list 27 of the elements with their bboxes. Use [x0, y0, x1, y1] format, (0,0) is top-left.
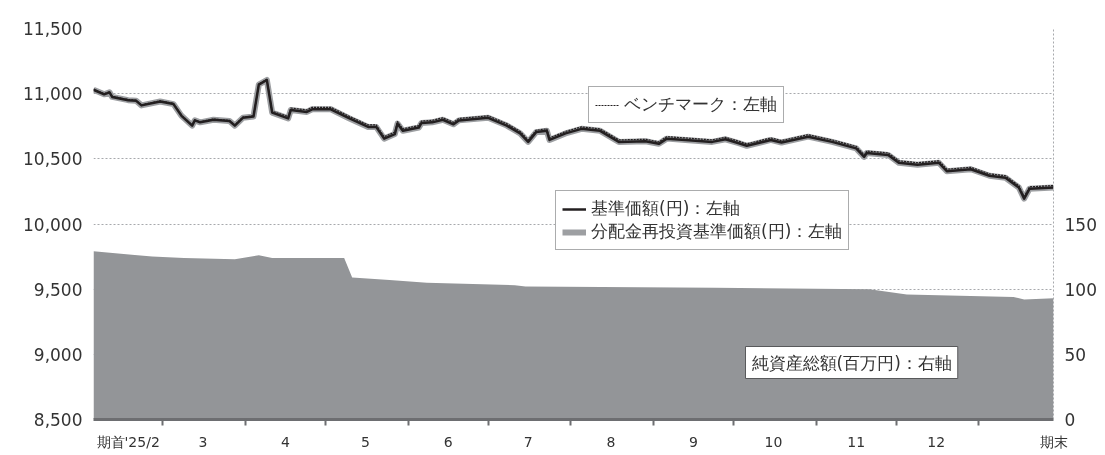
x-tick-label: 期首'25/2: [96, 433, 160, 450]
y-tick-label: 9,000: [33, 344, 83, 365]
y-tick-label: 9,500: [33, 279, 83, 300]
legend-label: 分配金再投資基準価額(円)：左軸: [591, 220, 843, 243]
x-tick-label: 6: [443, 433, 453, 450]
y2-tick-label: 150: [1064, 214, 1097, 235]
x-tick-label: 3: [198, 433, 208, 450]
y2-tick-label: 50: [1064, 344, 1087, 365]
legend-label: 基準価額(円)：左軸: [591, 197, 741, 220]
x-tick-label: 11: [847, 433, 866, 450]
x-tick-label: 5: [361, 433, 370, 450]
y-tick-label: 10,000: [23, 214, 83, 235]
y-tick-label: 10,500: [23, 149, 83, 170]
x-tick-label: 10: [764, 433, 783, 450]
x-tick-label: 4: [281, 433, 291, 450]
x-tick-label: 9: [689, 433, 698, 450]
y-tick-label: 11,000: [23, 84, 83, 105]
y-tick-label: 8,500: [33, 410, 83, 430]
y2-tick-label: 0: [1064, 410, 1076, 430]
series-label: 純資産総額(百万円)：右軸: [751, 352, 952, 373]
y-tick-label: 11,500: [23, 19, 83, 39]
legend-label: ベンチマーク：左軸: [624, 93, 777, 116]
x-tick-label: 7: [523, 433, 533, 450]
y2-tick-label: 100: [1064, 279, 1097, 300]
x-tick-label: 期末: [1039, 433, 1068, 450]
x-tick-label: 8: [606, 433, 616, 450]
x-tick-label: 12: [927, 433, 946, 450]
